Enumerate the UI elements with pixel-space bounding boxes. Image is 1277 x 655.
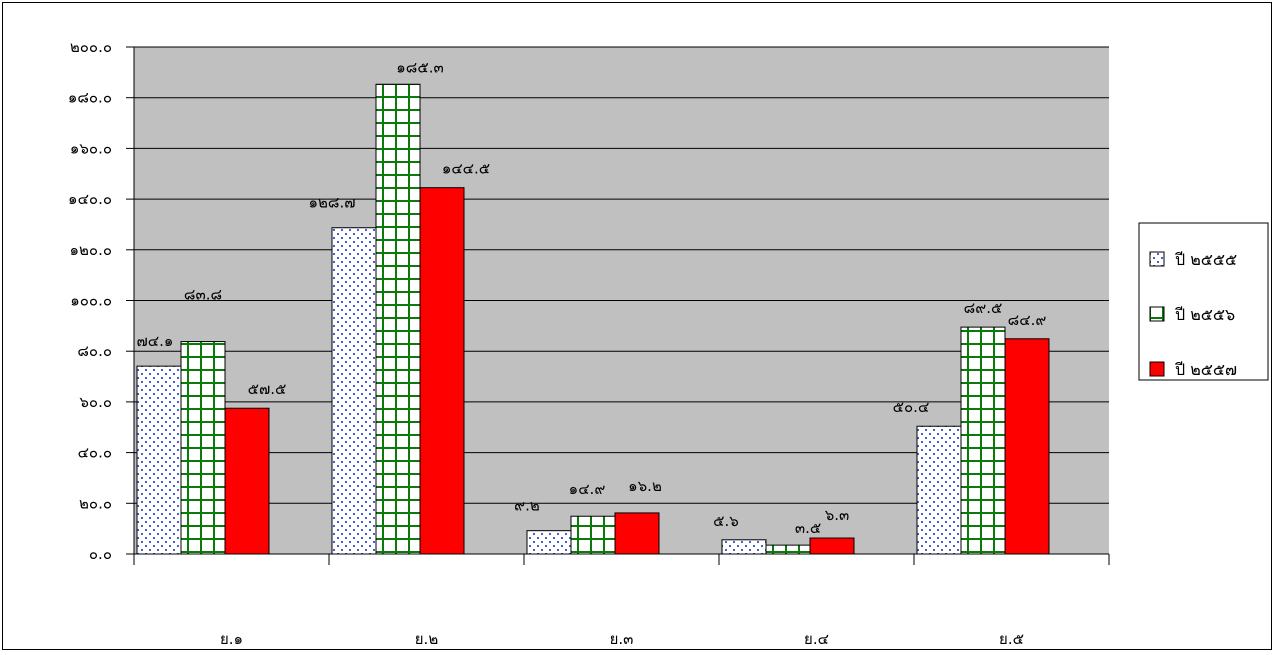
legend-label: ปี ๒๕๕๖ [1175, 305, 1236, 324]
x-category-label: ย.๔ [804, 630, 829, 648]
bar [916, 425, 962, 555]
data-label: ๕๐.๔ [893, 398, 930, 416]
data-label: ๖.๓ [825, 506, 850, 524]
bar [960, 326, 1006, 555]
y-tick-label: ๑๒๐.๐ [70, 241, 113, 259]
x-category-label: ย.๕ [999, 630, 1024, 648]
y-tick-label: ๐.๐ [89, 545, 112, 563]
y-tick-label: ๑๐๐.๐ [70, 292, 112, 310]
bar [180, 341, 226, 555]
bar [1004, 338, 1050, 555]
data-label: ๑๖.๒ [628, 477, 662, 495]
y-tick-label: ๔๐.๐ [78, 444, 112, 462]
x-category-label: ย.๑ [220, 630, 243, 648]
data-label: ๑๔๔.๕ [442, 160, 490, 178]
data-label: ๙.๒ [514, 497, 540, 515]
bar [331, 227, 377, 555]
y-tick-label: ๒๐.๐ [79, 494, 112, 512]
y-tick-label: ๘๐.๐ [77, 342, 112, 360]
bar [809, 537, 855, 555]
bar [570, 515, 616, 555]
y-tick-label: ๑๖๐.๐ [70, 139, 112, 157]
bar [721, 539, 767, 555]
bar [765, 544, 811, 555]
bar [224, 407, 270, 555]
legend-box [1138, 222, 1269, 381]
data-label: ๘๓.๘ [184, 286, 222, 304]
y-tick-label: ๖๐.๐ [79, 393, 112, 411]
legend-label: ปี ๒๕๕๕ [1175, 250, 1238, 269]
x-category-label: ย.๓ [610, 630, 634, 648]
bar [375, 83, 421, 555]
bar [419, 187, 465, 555]
data-label: ๑๔.๙ [569, 480, 606, 498]
y-tick-label: ๑๔๐.๐ [68, 190, 112, 208]
x-category-label: ย.๒ [415, 630, 438, 648]
data-label: ๓.๕ [795, 519, 821, 537]
data-label: ๗๔.๑ [137, 332, 174, 350]
data-label: ๑๘๕.๓ [396, 58, 443, 76]
legend-label: ปี ๒๕๕๗ [1175, 360, 1237, 379]
data-label: ๕.๖ [713, 512, 739, 530]
data-label: ๕๗.๕ [248, 380, 287, 398]
bar [614, 512, 660, 555]
y-tick-label: ๒๐๐.๐ [70, 38, 112, 56]
data-label: ๑๒๘.๗ [308, 194, 355, 212]
legend-swatch [1149, 251, 1165, 267]
data-label: ๘๙.๕ [964, 299, 1003, 317]
bar [526, 530, 572, 555]
bar [136, 365, 182, 555]
legend-swatch [1149, 361, 1165, 377]
y-tick-label: ๑๘๐.๐ [68, 89, 112, 107]
data-label: ๘๔.๙ [1008, 311, 1047, 329]
legend-swatch [1149, 306, 1165, 322]
